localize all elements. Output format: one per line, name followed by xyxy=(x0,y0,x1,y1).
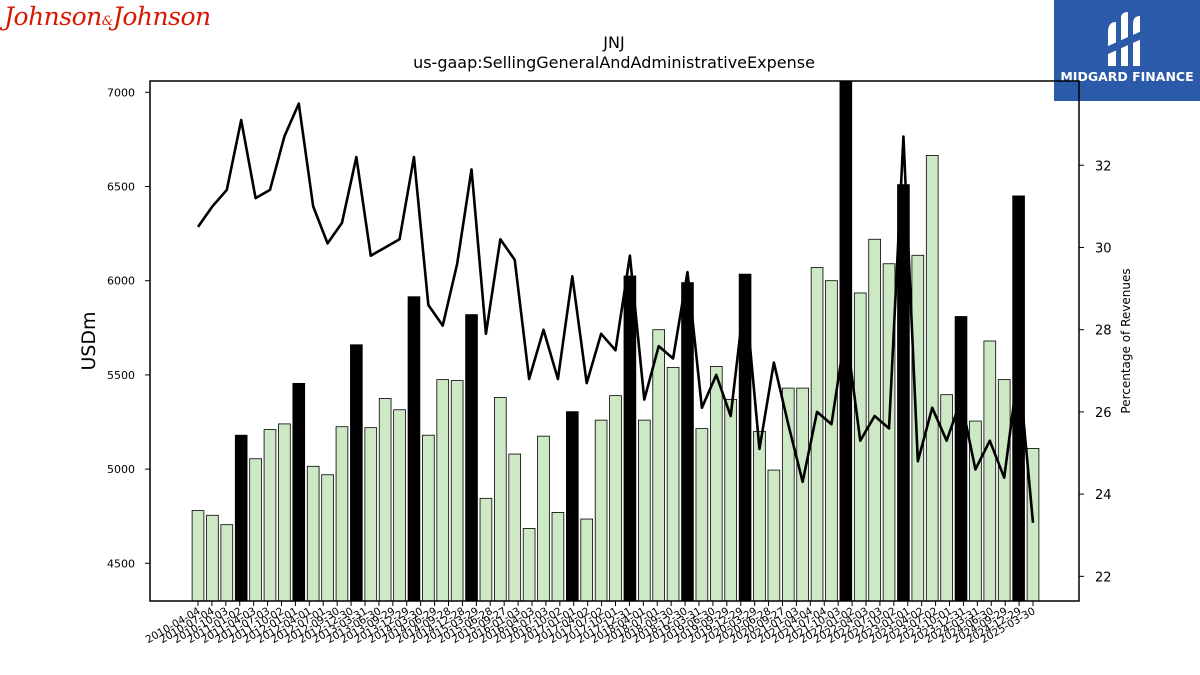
y2-tick-label: 26 xyxy=(1095,406,1112,421)
bar-quarterly xyxy=(594,419,608,602)
bar-quarterly xyxy=(666,366,680,602)
bar-annual xyxy=(839,80,853,602)
bar-quarterly xyxy=(306,465,320,602)
bar-quarterly xyxy=(494,397,507,602)
x-axis: 2010-04-042010-07-042010-10-032011-01-02… xyxy=(144,601,1038,646)
bar-quarterly xyxy=(335,426,349,602)
bar-quarterly xyxy=(450,380,464,602)
line-series xyxy=(196,102,1035,524)
bar-quarterly xyxy=(422,434,435,602)
bar-quarterly xyxy=(724,399,737,602)
bar-quarterly xyxy=(278,423,291,602)
bar-quarterly xyxy=(853,292,867,602)
bar-quarterly xyxy=(609,395,622,602)
bar-quarterly xyxy=(263,429,277,602)
y2-tick-label: 22 xyxy=(1095,570,1112,585)
bar-quarterly xyxy=(983,340,997,602)
bar-annual xyxy=(465,314,478,602)
bar-quarterly xyxy=(321,474,334,602)
bar-quarterly xyxy=(695,428,709,602)
bar-annual xyxy=(350,344,363,602)
y-axis-label: USDm xyxy=(78,311,100,370)
bar-quarterly xyxy=(522,528,536,602)
bar-quarterly xyxy=(753,431,766,602)
johnson-and-johnson-logo: Johnson&Johnson xyxy=(4,2,211,31)
bar-annual xyxy=(234,434,248,602)
bar-annual xyxy=(407,296,421,602)
chart-subtitle: us-gaap:SellingGeneralAndAdministrativeE… xyxy=(413,53,815,72)
y2-tick-label: 28 xyxy=(1095,324,1112,339)
bar-quarterly xyxy=(220,524,234,602)
bar-annual xyxy=(681,282,694,602)
bar-quarterly xyxy=(479,497,493,602)
bar-quarterly xyxy=(882,263,896,602)
bar-quarterly xyxy=(364,427,378,602)
midgard-finance-mark-icon xyxy=(1108,12,1144,66)
y-axis-left: 4500 5000 5500 6000 6500 7000 xyxy=(107,86,150,570)
bar-quarterly xyxy=(206,514,219,602)
y-tick-label: 4500 xyxy=(107,557,135,570)
bar-quarterly xyxy=(709,366,723,602)
bar-annual xyxy=(623,275,637,602)
midgard-finance-wordmark: MIDGARD FINANCE xyxy=(1060,69,1194,84)
bar-quarterly xyxy=(551,512,565,602)
bar-quarterly xyxy=(925,155,939,602)
bar-quarterly xyxy=(508,453,522,602)
bar-quarterly xyxy=(436,379,450,602)
bar-quarterly xyxy=(911,254,925,602)
bar-quarterly xyxy=(537,435,550,602)
bar-annual xyxy=(292,382,306,602)
bar-quarterly xyxy=(652,329,665,602)
bar-quarterly xyxy=(249,458,262,602)
plot-frame xyxy=(149,80,1080,602)
y-tick-label: 5000 xyxy=(107,463,135,476)
y2-axis-label: Percentage of Revenues xyxy=(1119,268,1133,413)
bar-annual xyxy=(954,316,968,602)
bar-annual xyxy=(566,411,579,602)
y-tick-label: 7000 xyxy=(107,86,135,99)
bar-quarterly xyxy=(378,398,392,602)
y2-tick-label: 30 xyxy=(1095,241,1112,256)
bar-quarterly xyxy=(580,518,594,602)
sga-pct-revenue-line xyxy=(196,102,1035,524)
y2-tick-label: 32 xyxy=(1095,159,1112,174)
bar-quarterly xyxy=(767,469,781,602)
bar-quarterly xyxy=(825,280,838,602)
bar-quarterly xyxy=(997,379,1011,602)
y-axis-right: 22 24 26 28 30 32 xyxy=(1079,159,1112,585)
chart-title: JNJ xyxy=(602,33,624,52)
bar-quarterly xyxy=(191,510,205,602)
y-tick-label: 6000 xyxy=(107,275,135,288)
bar-quarterly xyxy=(393,409,406,602)
y2-tick-label: 24 xyxy=(1095,488,1112,503)
y-tick-label: 6500 xyxy=(107,181,135,194)
midgard-finance-logo: MIDGARD FINANCE xyxy=(1054,0,1200,101)
y-tick-label: 5500 xyxy=(107,369,135,382)
bar-quarterly xyxy=(637,419,651,602)
bar-series xyxy=(191,80,1040,602)
bar-quarterly xyxy=(796,387,809,602)
